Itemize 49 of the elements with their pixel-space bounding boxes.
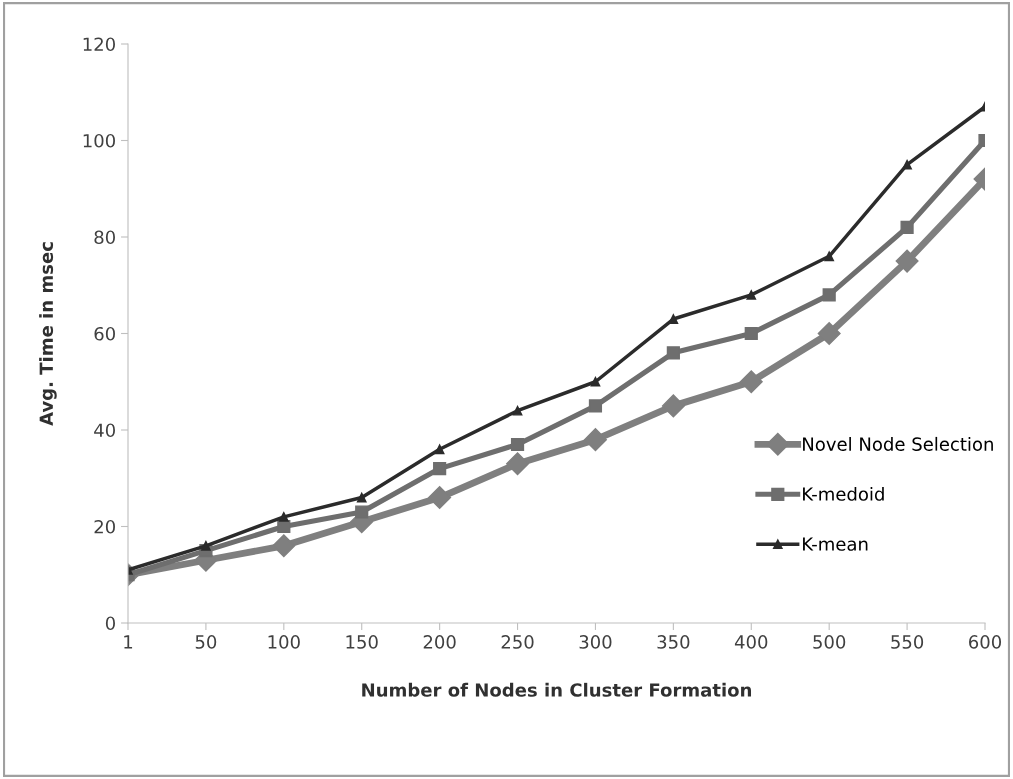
point (900, 220, 914, 234)
y-tick-label: 80 (94, 230, 115, 245)
x-tick-label: 50 (195, 635, 217, 649)
point (201, 540, 211, 551)
point (356, 492, 367, 503)
legend-label: K-medoid (803, 486, 884, 501)
y-tick-label: 60 (94, 326, 115, 341)
x-tick-label: 150 (346, 635, 378, 649)
x-tick-label: 600 (969, 635, 1002, 649)
x-tick-label: 550 (891, 635, 924, 649)
point (902, 159, 912, 170)
point (822, 288, 836, 302)
point (744, 326, 758, 341)
point (583, 428, 607, 452)
point (588, 399, 603, 413)
legend-label: Novel Node Selection (803, 436, 993, 451)
x-tick-label: 400 (734, 635, 768, 649)
point (739, 370, 763, 394)
point (428, 486, 452, 510)
point (895, 249, 919, 273)
x-tick-label: 1 (124, 635, 133, 649)
point (817, 322, 841, 345)
y-tick-label: 100 (83, 133, 115, 148)
x-axis-title: Number of Nodes in Cluster Formation (362, 682, 752, 697)
point (506, 452, 530, 476)
x-tick-label: 350 (657, 635, 690, 649)
point (512, 405, 523, 416)
x-tick-label: 500 (813, 635, 846, 649)
point (433, 462, 447, 476)
y-tick-label: 40 (94, 423, 115, 438)
point (355, 505, 369, 519)
x-tick-label: 300 (579, 635, 612, 649)
point (746, 290, 757, 300)
point (590, 376, 601, 387)
x-tick-label: 200 (423, 635, 456, 649)
point (272, 534, 296, 558)
y-tick-label: 20 (94, 519, 115, 534)
point (278, 511, 289, 522)
y-tick-label: 120 (83, 37, 115, 52)
x-tick-label: 100 (268, 635, 300, 649)
point (434, 444, 445, 455)
y-tick-label: 0 (105, 616, 115, 631)
x-tick-label: 250 (501, 635, 534, 649)
y-axis-title: Avg. Time in msec (39, 242, 57, 426)
point (510, 437, 525, 452)
legend-label: K-mean (803, 537, 868, 551)
point (824, 251, 835, 262)
point (661, 394, 685, 418)
point (666, 346, 680, 360)
